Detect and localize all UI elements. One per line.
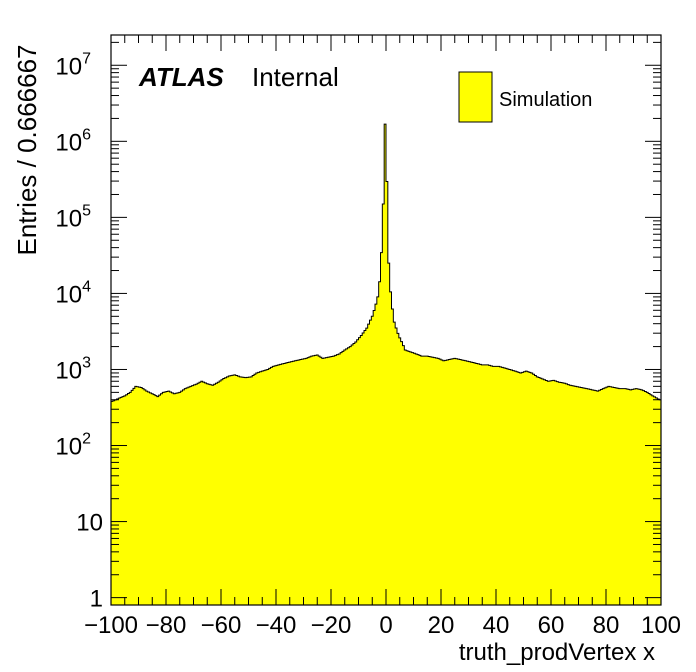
atlas-label-internal: Internal <box>252 62 339 92</box>
atlas-label: ATLAS Internal <box>138 62 339 92</box>
legend-swatch <box>458 71 493 123</box>
y-tick-label: 104 <box>55 278 91 308</box>
y-tick-label: 10 <box>76 510 103 537</box>
x-tick-label: −40 <box>256 612 297 639</box>
x-tick-label: 40 <box>483 612 510 639</box>
x-tick-label: 100 <box>641 612 681 639</box>
x-tick-label: −60 <box>201 612 242 639</box>
x-tick-label: 20 <box>428 612 455 639</box>
histogram-series-simulation <box>110 123 662 606</box>
x-tick-label: 80 <box>593 612 620 639</box>
y-tick-label: 106 <box>55 126 91 156</box>
x-tick-label: 0 <box>379 612 392 639</box>
y-tick-label: 107 <box>55 50 91 80</box>
x-tick-label: −20 <box>311 612 352 639</box>
x-ticks: −100 −80 −60 −40 −20 0 20 40 60 80 100 <box>84 35 681 639</box>
x-axis-label: truth_prodVertex x <box>459 639 655 666</box>
y-tick-label: 102 <box>55 431 91 461</box>
x-tick-label: 60 <box>538 612 565 639</box>
y-tick-label: 105 <box>55 202 91 232</box>
y-ticks: 1 10 102 103 104 105 106 107 <box>55 41 661 613</box>
x-tick-label: −80 <box>146 612 187 639</box>
histogram-layer <box>110 123 662 606</box>
y-axis-label: Entries / 0.666667 <box>12 44 42 255</box>
legend-entry-simulation: Simulation <box>499 89 592 111</box>
legend: Simulation <box>458 71 592 123</box>
atlas-label-bold: ATLAS <box>138 62 224 92</box>
x-tick-label: −100 <box>84 612 138 639</box>
y-tick-label: 1 <box>90 586 103 613</box>
y-tick-label: 103 <box>55 354 91 384</box>
